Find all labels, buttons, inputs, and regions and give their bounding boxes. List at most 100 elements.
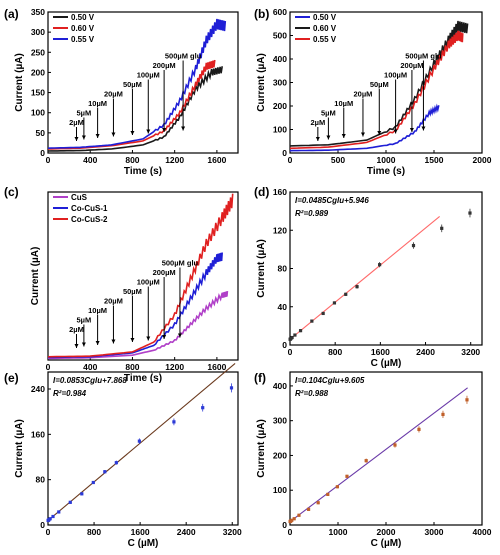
data-point: [292, 517, 296, 521]
data-point: [441, 412, 445, 417]
y-tick-label: 400: [273, 54, 287, 64]
y-tick-label: 120: [273, 225, 287, 235]
panel-label: (c): [4, 185, 19, 199]
x-tick-label: 3200: [223, 527, 242, 537]
y-axis-title: Current (µA): [256, 239, 267, 298]
y-tick-label: 250: [31, 47, 45, 57]
y-tick-label: 100: [31, 108, 45, 118]
arrow-head: [177, 333, 182, 338]
series-line: [289, 20, 469, 147]
x-tick-label: 0: [288, 527, 293, 537]
data-point: [290, 335, 294, 340]
legend-entry: 0.50 V: [71, 13, 95, 22]
r-squared: R²=0.984: [53, 389, 87, 398]
annotation-label: 2µM: [69, 118, 84, 127]
arrow-head: [360, 132, 365, 137]
panel-e: (e) 0 800 1600 2400 3200 0 80 160 240 C (µM) Curren…: [4, 363, 242, 549]
x-tick-label: 0: [288, 155, 293, 165]
x-tick-label: 0: [46, 527, 51, 537]
y-tick-label: 300: [273, 416, 287, 426]
annotation-label: 2µM: [310, 118, 325, 127]
annotation-label: 10µM: [334, 99, 353, 108]
arrow-head: [111, 339, 116, 344]
y-tick-label: 50: [36, 128, 46, 138]
data-point: [364, 459, 368, 463]
y-axis-title: Current (µA): [30, 247, 41, 306]
legend-entry: 0.55 V: [313, 35, 337, 44]
data-point: [344, 292, 348, 296]
x-tick-label: 800: [87, 527, 101, 537]
legend-entry: CuS: [71, 193, 88, 202]
x-tick-label: 800: [125, 362, 139, 372]
x-tick-label: 400: [83, 362, 97, 372]
x-tick-label: 2400: [416, 347, 435, 357]
x-tick-label: 1600: [207, 362, 226, 372]
arrow-head: [74, 137, 79, 141]
y-tick-label: 400: [273, 381, 287, 391]
y-axis-title: Current (µA): [256, 419, 267, 478]
x-axis-title: Time (s): [124, 373, 162, 384]
annotation-label: 50µM: [123, 80, 142, 89]
x-axis-title: Time (s): [367, 166, 405, 177]
annotation-label: 10µM: [88, 99, 107, 108]
legend-entry: Co-CuS-2: [71, 215, 108, 224]
r-squared: R²=0.989: [295, 209, 329, 218]
y-tick-label: 0: [282, 520, 287, 530]
data-point: [440, 226, 444, 230]
arrow-head: [95, 134, 100, 138]
annotation-label: 200µM: [153, 61, 176, 70]
panel-label: (b): [254, 7, 269, 21]
y-tick-label: 600: [273, 7, 287, 17]
fit-line: [289, 387, 468, 523]
annotation-label: 20µM: [353, 90, 372, 99]
x-tick-label: 0: [288, 347, 293, 357]
data-point: [57, 510, 61, 514]
y-tick-label: 300: [273, 78, 287, 88]
fit-line: [47, 363, 236, 521]
x-tick-label: 800: [328, 347, 342, 357]
y-tick-label: 200: [273, 450, 287, 460]
arrow-head: [181, 126, 186, 131]
y-tick-label: 160: [31, 429, 45, 439]
x-tick-label: 3200: [461, 347, 480, 357]
data-point: [114, 461, 118, 465]
arrow-head: [81, 342, 86, 347]
x-tick-label: 1000: [377, 155, 396, 165]
y-tick-label: 500: [273, 31, 287, 41]
data-point: [417, 427, 421, 431]
x-tick-label: 2000: [473, 155, 492, 165]
arrow-head: [146, 336, 151, 341]
fit-equation: I=0.0485Cglu+5.946: [295, 196, 369, 205]
panel-c: (c) 0 400 800 1200 1600 Time (s) Current (µA) Cu…: [4, 185, 239, 384]
x-tick-label: 1600: [371, 347, 390, 357]
x-tick-label: 0: [46, 155, 51, 165]
arrow-head: [409, 128, 414, 132]
annotation-label: 5µM: [77, 316, 92, 325]
panel-label: (f): [254, 371, 266, 385]
y-tick-label: 80: [278, 264, 288, 274]
data-point: [468, 211, 472, 215]
y-tick-label: 0: [40, 148, 45, 158]
x-tick-label: 4000: [473, 527, 492, 537]
legend-entry: 0.60 V: [71, 24, 95, 33]
y-tick-label: 100: [273, 485, 287, 495]
annotation-label: 20µM: [104, 90, 123, 99]
fit-equation: I=0.0853Cglu+7.868: [53, 376, 127, 385]
r-squared: R²=0.988: [295, 389, 329, 398]
y-tick-label: 200: [273, 101, 287, 111]
arrow-head: [377, 131, 382, 135]
panel-b: (b) 0 500 1000 1500 2000 0 100 200 300 400 500 600 Ti…: [254, 7, 492, 177]
data-point: [201, 406, 205, 410]
x-tick-label: 1500: [425, 155, 444, 165]
legend-entry: 0.55 V: [71, 35, 95, 44]
arrow-head: [111, 132, 116, 137]
annotation-label: 100µM: [137, 278, 160, 287]
x-tick-label: 500: [331, 155, 345, 165]
y-tick-label: 0: [282, 148, 287, 158]
arrow-head: [326, 135, 331, 140]
data-point: [393, 443, 397, 447]
data-point: [321, 311, 325, 316]
annotation-label: 500µM glu: [165, 52, 202, 61]
legend-entry: 0.50 V: [313, 13, 337, 22]
